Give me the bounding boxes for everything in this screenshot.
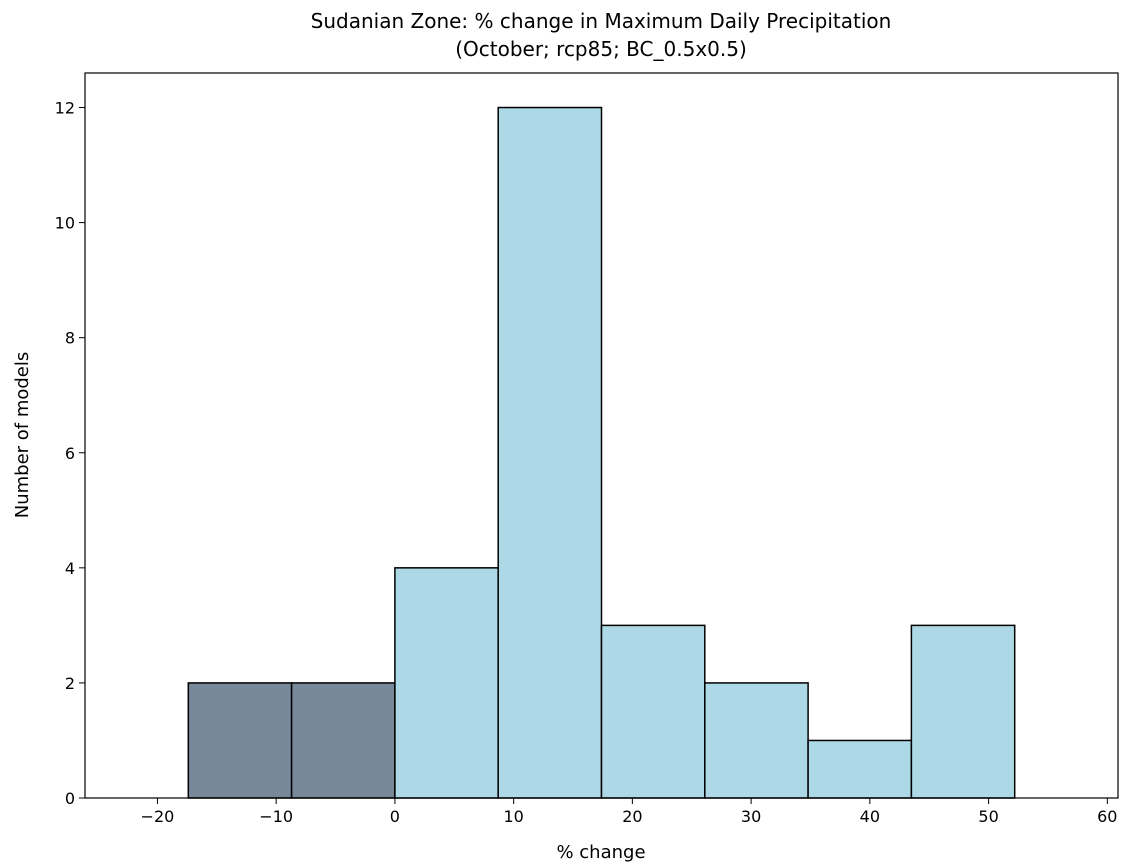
x-axis-label: % change (556, 842, 645, 863)
x-tick-label: 10 (503, 807, 523, 826)
x-tick-label: 60 (1097, 807, 1117, 826)
histogram-bars (187, 106, 1016, 799)
y-tick-label: 2 (65, 674, 75, 693)
y-tick-label: 6 (65, 444, 75, 463)
x-tick-label: 50 (978, 807, 998, 826)
x-tick-label: 20 (622, 807, 642, 826)
y-axis-label: Number of models (12, 352, 33, 519)
histogram-bar-4 (600, 624, 706, 799)
y-tick-label: 4 (65, 559, 75, 578)
histogram-bar-5 (704, 682, 809, 799)
y-tick-label: 0 (65, 789, 75, 808)
histogram-bar-2 (394, 567, 499, 799)
y-tick-label: 12 (55, 99, 75, 118)
histogram-bar-6 (807, 739, 913, 799)
x-tick-label: 0 (390, 807, 400, 826)
histogram-bar-3 (497, 106, 603, 799)
histogram-bar-1 (290, 682, 396, 799)
chart-title: Sudanian Zone: % change in Maximum Daily… (311, 9, 892, 33)
x-tick-label: −10 (259, 807, 293, 826)
x-tick-label: 40 (860, 807, 880, 826)
x-tick-label: −20 (141, 807, 175, 826)
histogram-bar-7 (910, 624, 1016, 799)
y-axis-ticks: 0 2 4 6 8 10 12 (55, 99, 85, 808)
y-tick-label: 10 (55, 214, 75, 233)
x-tick-label: 30 (741, 807, 761, 826)
chart-subtitle: (October; rcp85; BC_0.5x0.5) (455, 37, 747, 61)
y-tick-label: 8 (65, 329, 75, 348)
histogram-bar-0 (187, 682, 293, 799)
plot-frame (84, 72, 1119, 799)
x-axis-ticks: −20 −10 0 10 20 30 40 50 60 (141, 798, 1117, 826)
